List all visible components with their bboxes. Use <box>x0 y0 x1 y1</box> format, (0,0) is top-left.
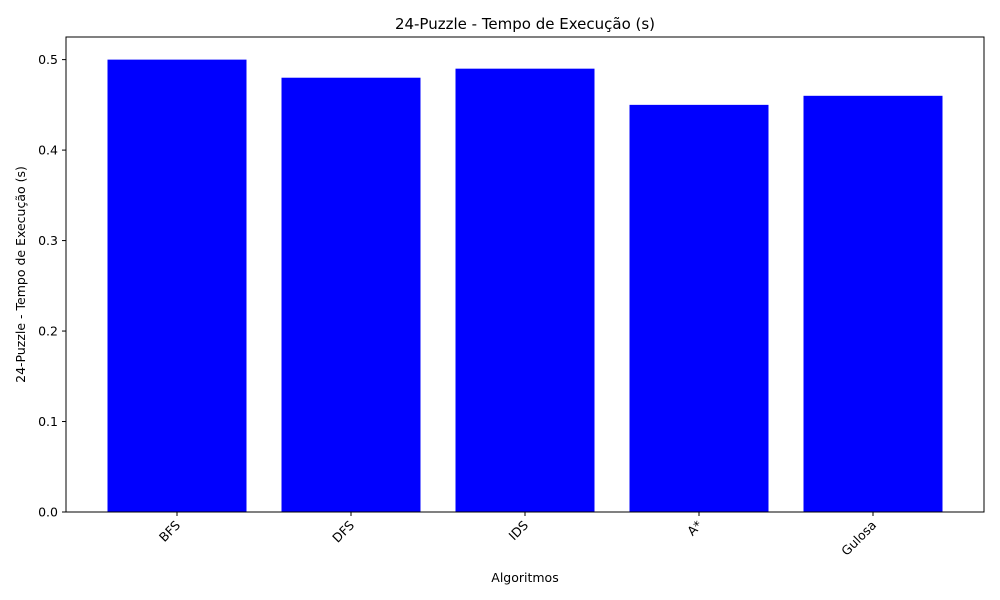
y-tick-label: 0.2 <box>38 324 58 339</box>
bar-dfs <box>281 77 421 512</box>
y-tick-label: 0.5 <box>38 52 58 67</box>
y-axis-label: 24-Puzzle - Tempo de Execução (s) <box>13 166 28 383</box>
chart-title: 24-Puzzle - Tempo de Execução (s) <box>395 15 655 33</box>
x-axis-label: Algoritmos <box>491 570 558 585</box>
x-axis: BFS DFS IDS A* Gulosa <box>156 512 879 558</box>
y-tick-label: 0.4 <box>38 143 58 158</box>
x-tick-label: BFS <box>156 517 183 544</box>
bar-a <box>629 104 769 512</box>
x-tick-label: A* <box>684 518 705 539</box>
bar-ids <box>455 68 595 513</box>
bars-group <box>107 59 943 513</box>
bar-gulosa <box>803 95 943 513</box>
x-tick-label: Gulosa <box>838 518 879 559</box>
x-tick-label: IDS <box>505 517 531 543</box>
x-tick-label: DFS <box>329 517 357 545</box>
y-tick-label: 0.1 <box>38 414 58 429</box>
y-tick-label: 0.3 <box>38 233 58 248</box>
y-tick-label: 0.0 <box>38 505 58 520</box>
y-axis: 0.0 0.1 0.2 0.3 0.4 0.5 <box>38 52 66 520</box>
bar-bfs <box>107 59 247 512</box>
